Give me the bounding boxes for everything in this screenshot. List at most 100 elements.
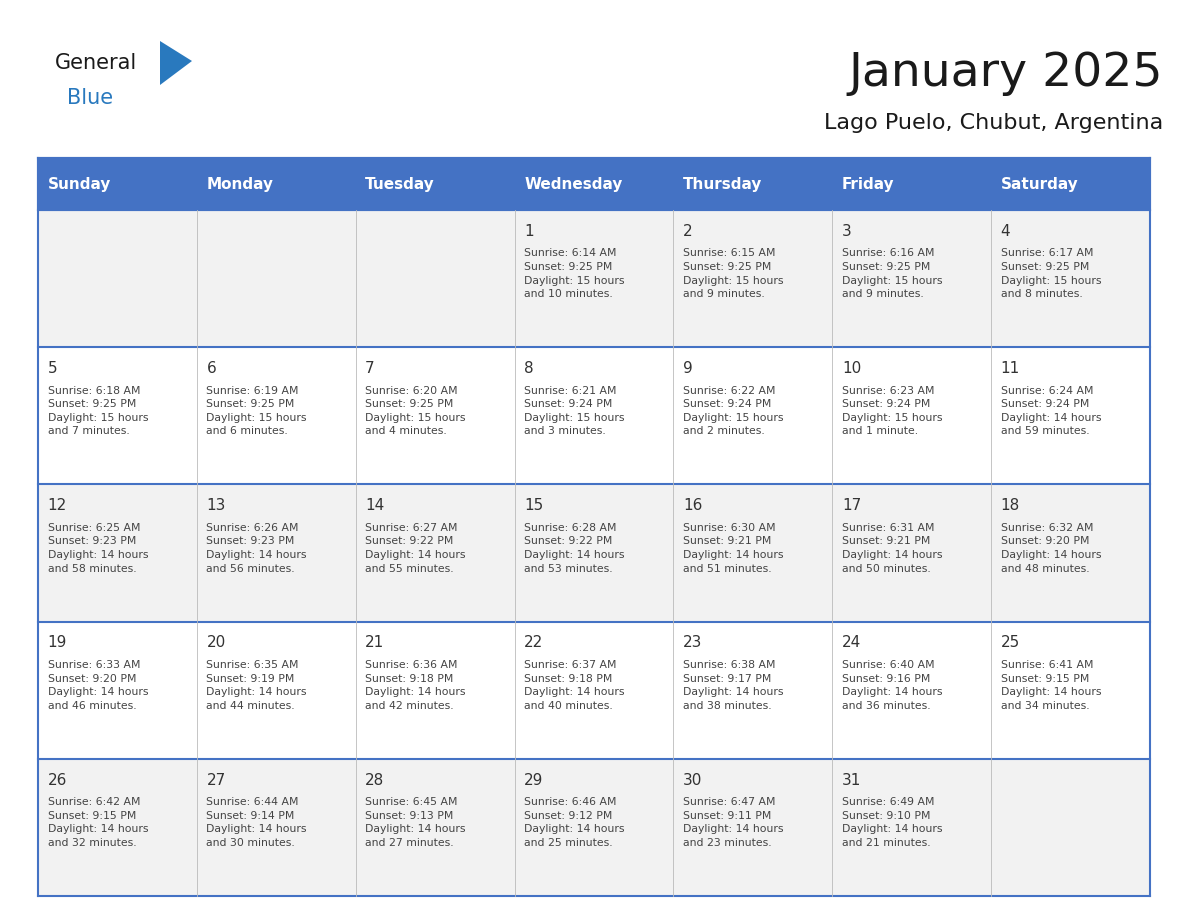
Text: Sunrise: 6:15 AM
Sunset: 9:25 PM
Daylight: 15 hours
and 9 minutes.: Sunrise: 6:15 AM Sunset: 9:25 PM Dayligh… (683, 249, 783, 299)
Text: Monday: Monday (207, 176, 273, 192)
FancyBboxPatch shape (833, 210, 991, 347)
Text: January 2025: January 2025 (848, 50, 1163, 95)
Text: 2: 2 (683, 224, 693, 239)
FancyBboxPatch shape (991, 347, 1150, 485)
Text: 31: 31 (842, 773, 861, 788)
Text: Sunrise: 6:32 AM
Sunset: 9:20 PM
Daylight: 14 hours
and 48 minutes.: Sunrise: 6:32 AM Sunset: 9:20 PM Dayligh… (1000, 523, 1101, 574)
FancyBboxPatch shape (355, 759, 514, 896)
Text: Sunrise: 6:49 AM
Sunset: 9:10 PM
Daylight: 14 hours
and 21 minutes.: Sunrise: 6:49 AM Sunset: 9:10 PM Dayligh… (842, 797, 942, 848)
FancyBboxPatch shape (514, 759, 674, 896)
Text: Sunrise: 6:18 AM
Sunset: 9:25 PM
Daylight: 15 hours
and 7 minutes.: Sunrise: 6:18 AM Sunset: 9:25 PM Dayligh… (48, 386, 148, 436)
FancyBboxPatch shape (833, 485, 991, 621)
Text: Sunrise: 6:38 AM
Sunset: 9:17 PM
Daylight: 14 hours
and 38 minutes.: Sunrise: 6:38 AM Sunset: 9:17 PM Dayligh… (683, 660, 783, 711)
FancyBboxPatch shape (674, 210, 833, 347)
Text: Thursday: Thursday (683, 176, 763, 192)
Text: Sunrise: 6:21 AM
Sunset: 9:24 PM
Daylight: 15 hours
and 3 minutes.: Sunrise: 6:21 AM Sunset: 9:24 PM Dayligh… (524, 386, 625, 436)
FancyBboxPatch shape (674, 347, 833, 485)
Text: 13: 13 (207, 498, 226, 513)
FancyBboxPatch shape (833, 347, 991, 485)
FancyBboxPatch shape (197, 759, 355, 896)
Text: Tuesday: Tuesday (365, 176, 435, 192)
Text: Sunrise: 6:19 AM
Sunset: 9:25 PM
Daylight: 15 hours
and 6 minutes.: Sunrise: 6:19 AM Sunset: 9:25 PM Dayligh… (207, 386, 307, 436)
Text: Sunrise: 6:23 AM
Sunset: 9:24 PM
Daylight: 15 hours
and 1 minute.: Sunrise: 6:23 AM Sunset: 9:24 PM Dayligh… (842, 386, 942, 436)
FancyBboxPatch shape (38, 621, 197, 759)
Text: Sunrise: 6:45 AM
Sunset: 9:13 PM
Daylight: 14 hours
and 27 minutes.: Sunrise: 6:45 AM Sunset: 9:13 PM Dayligh… (365, 797, 466, 848)
Text: 26: 26 (48, 773, 67, 788)
Text: 23: 23 (683, 635, 702, 650)
FancyBboxPatch shape (38, 158, 197, 210)
Text: Sunrise: 6:36 AM
Sunset: 9:18 PM
Daylight: 14 hours
and 42 minutes.: Sunrise: 6:36 AM Sunset: 9:18 PM Dayligh… (365, 660, 466, 711)
Text: Sunrise: 6:14 AM
Sunset: 9:25 PM
Daylight: 15 hours
and 10 minutes.: Sunrise: 6:14 AM Sunset: 9:25 PM Dayligh… (524, 249, 625, 299)
Text: General: General (55, 53, 138, 73)
FancyBboxPatch shape (991, 158, 1150, 210)
Text: Sunrise: 6:41 AM
Sunset: 9:15 PM
Daylight: 14 hours
and 34 minutes.: Sunrise: 6:41 AM Sunset: 9:15 PM Dayligh… (1000, 660, 1101, 711)
FancyBboxPatch shape (833, 759, 991, 896)
FancyBboxPatch shape (197, 210, 355, 347)
Text: 5: 5 (48, 361, 57, 375)
FancyBboxPatch shape (674, 158, 833, 210)
FancyBboxPatch shape (197, 158, 355, 210)
Text: 7: 7 (365, 361, 375, 375)
FancyBboxPatch shape (674, 485, 833, 621)
FancyBboxPatch shape (38, 210, 197, 347)
Text: 8: 8 (524, 361, 533, 375)
FancyBboxPatch shape (833, 158, 991, 210)
Text: 30: 30 (683, 773, 702, 788)
Text: 21: 21 (365, 635, 385, 650)
Text: 3: 3 (842, 224, 852, 239)
Text: 19: 19 (48, 635, 67, 650)
FancyBboxPatch shape (38, 759, 197, 896)
FancyBboxPatch shape (674, 621, 833, 759)
Text: 17: 17 (842, 498, 861, 513)
Text: Sunrise: 6:33 AM
Sunset: 9:20 PM
Daylight: 14 hours
and 46 minutes.: Sunrise: 6:33 AM Sunset: 9:20 PM Dayligh… (48, 660, 148, 711)
Text: Saturday: Saturday (1000, 176, 1079, 192)
FancyBboxPatch shape (197, 621, 355, 759)
FancyBboxPatch shape (514, 210, 674, 347)
Text: 29: 29 (524, 773, 543, 788)
Text: 4: 4 (1000, 224, 1010, 239)
FancyBboxPatch shape (355, 210, 514, 347)
FancyBboxPatch shape (514, 485, 674, 621)
Text: Sunrise: 6:26 AM
Sunset: 9:23 PM
Daylight: 14 hours
and 56 minutes.: Sunrise: 6:26 AM Sunset: 9:23 PM Dayligh… (207, 523, 307, 574)
FancyBboxPatch shape (197, 347, 355, 485)
FancyBboxPatch shape (991, 485, 1150, 621)
Text: 6: 6 (207, 361, 216, 375)
Text: Sunday: Sunday (48, 176, 110, 192)
Polygon shape (160, 41, 192, 85)
Text: Lago Puelo, Chubut, Argentina: Lago Puelo, Chubut, Argentina (823, 113, 1163, 133)
Text: Sunrise: 6:22 AM
Sunset: 9:24 PM
Daylight: 15 hours
and 2 minutes.: Sunrise: 6:22 AM Sunset: 9:24 PM Dayligh… (683, 386, 783, 436)
FancyBboxPatch shape (674, 759, 833, 896)
FancyBboxPatch shape (38, 347, 197, 485)
Text: Sunrise: 6:25 AM
Sunset: 9:23 PM
Daylight: 14 hours
and 58 minutes.: Sunrise: 6:25 AM Sunset: 9:23 PM Dayligh… (48, 523, 148, 574)
FancyBboxPatch shape (197, 485, 355, 621)
FancyBboxPatch shape (514, 158, 674, 210)
FancyBboxPatch shape (514, 347, 674, 485)
Text: Sunrise: 6:42 AM
Sunset: 9:15 PM
Daylight: 14 hours
and 32 minutes.: Sunrise: 6:42 AM Sunset: 9:15 PM Dayligh… (48, 797, 148, 848)
FancyBboxPatch shape (991, 621, 1150, 759)
Text: Sunrise: 6:37 AM
Sunset: 9:18 PM
Daylight: 14 hours
and 40 minutes.: Sunrise: 6:37 AM Sunset: 9:18 PM Dayligh… (524, 660, 625, 711)
Text: Sunrise: 6:28 AM
Sunset: 9:22 PM
Daylight: 14 hours
and 53 minutes.: Sunrise: 6:28 AM Sunset: 9:22 PM Dayligh… (524, 523, 625, 574)
Text: Sunrise: 6:47 AM
Sunset: 9:11 PM
Daylight: 14 hours
and 23 minutes.: Sunrise: 6:47 AM Sunset: 9:11 PM Dayligh… (683, 797, 783, 848)
FancyBboxPatch shape (991, 210, 1150, 347)
FancyBboxPatch shape (355, 485, 514, 621)
Text: Blue: Blue (67, 88, 113, 108)
FancyBboxPatch shape (355, 621, 514, 759)
Text: 18: 18 (1000, 498, 1020, 513)
Text: 10: 10 (842, 361, 861, 375)
FancyBboxPatch shape (355, 347, 514, 485)
Text: Sunrise: 6:27 AM
Sunset: 9:22 PM
Daylight: 14 hours
and 55 minutes.: Sunrise: 6:27 AM Sunset: 9:22 PM Dayligh… (365, 523, 466, 574)
Text: Sunrise: 6:44 AM
Sunset: 9:14 PM
Daylight: 14 hours
and 30 minutes.: Sunrise: 6:44 AM Sunset: 9:14 PM Dayligh… (207, 797, 307, 848)
FancyBboxPatch shape (514, 621, 674, 759)
Text: Sunrise: 6:31 AM
Sunset: 9:21 PM
Daylight: 14 hours
and 50 minutes.: Sunrise: 6:31 AM Sunset: 9:21 PM Dayligh… (842, 523, 942, 574)
FancyBboxPatch shape (991, 759, 1150, 896)
Text: Sunrise: 6:17 AM
Sunset: 9:25 PM
Daylight: 15 hours
and 8 minutes.: Sunrise: 6:17 AM Sunset: 9:25 PM Dayligh… (1000, 249, 1101, 299)
Text: 1: 1 (524, 224, 533, 239)
Text: Sunrise: 6:40 AM
Sunset: 9:16 PM
Daylight: 14 hours
and 36 minutes.: Sunrise: 6:40 AM Sunset: 9:16 PM Dayligh… (842, 660, 942, 711)
Text: Sunrise: 6:24 AM
Sunset: 9:24 PM
Daylight: 14 hours
and 59 minutes.: Sunrise: 6:24 AM Sunset: 9:24 PM Dayligh… (1000, 386, 1101, 436)
Text: Sunrise: 6:20 AM
Sunset: 9:25 PM
Daylight: 15 hours
and 4 minutes.: Sunrise: 6:20 AM Sunset: 9:25 PM Dayligh… (365, 386, 466, 436)
Text: 14: 14 (365, 498, 385, 513)
Text: 28: 28 (365, 773, 385, 788)
Text: Wednesday: Wednesday (524, 176, 623, 192)
Text: 16: 16 (683, 498, 702, 513)
Text: Sunrise: 6:35 AM
Sunset: 9:19 PM
Daylight: 14 hours
and 44 minutes.: Sunrise: 6:35 AM Sunset: 9:19 PM Dayligh… (207, 660, 307, 711)
